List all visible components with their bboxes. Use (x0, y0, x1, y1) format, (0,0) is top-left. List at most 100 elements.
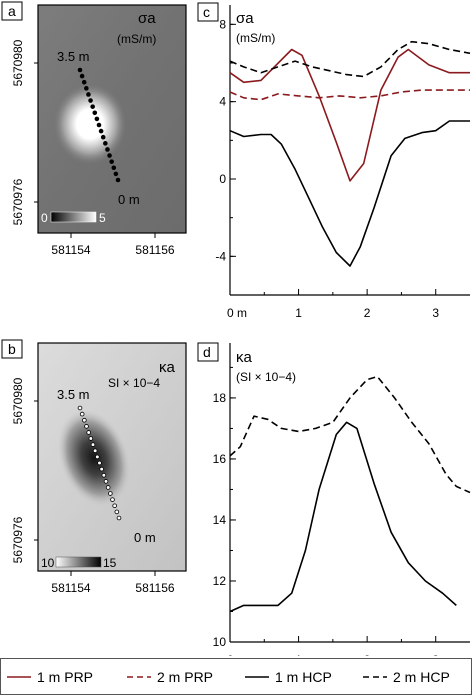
profile-dot (94, 116, 100, 122)
profile-end-label: 0 m (118, 192, 140, 207)
chart-c-series-2-m-prp (229, 89, 470, 101)
profile-dot (90, 442, 96, 447)
profile-dot (90, 104, 95, 109)
chart-d-y-tick-label: 16 (213, 452, 227, 466)
sigma-map-label: σa (138, 10, 156, 27)
profile-dot (77, 67, 83, 73)
chart-d-x-tick-label: 3 (432, 653, 439, 656)
kappa-map-frame (37, 342, 187, 572)
kappa-map-label: κa (159, 359, 176, 376)
legend-label-2m-hcp: 2 m HCP (393, 669, 450, 685)
profile-dot (110, 497, 115, 502)
profile-dot (86, 430, 91, 435)
profile-dot (95, 454, 100, 460)
chart-d-y-tick-label: 14 (213, 513, 227, 527)
chart-c-series-1-m-hcp (229, 120, 470, 267)
profile-dot (98, 128, 104, 134)
legend-label-1m-hcp: 1 m HCP (275, 669, 332, 685)
map-a-x-tick-2: 581156 (135, 243, 174, 257)
chart-c-x-tick-label: 2 (364, 306, 371, 320)
panel-letter-box-d (197, 342, 219, 362)
profile-dot (88, 98, 93, 103)
chart-d-series-2-m-hcp (229, 375, 471, 494)
profile-dot (109, 159, 114, 164)
profile-dot (116, 515, 122, 521)
chart-d-y-tick-label: 12 (213, 574, 227, 588)
kappa-colorbar (55, 556, 102, 568)
figure: 3.5 m 0 m σa (mS/m) 0 5 a 5670980 567097… (1, 1, 471, 656)
kappa-map-unit: SI × 10−4 (108, 376, 160, 390)
chart-c-y-tick-label: 4 (219, 95, 226, 109)
panel-letter-box-b (1, 339, 23, 359)
profile-dot (105, 147, 110, 152)
chart-d-x-tick-label: 2 (364, 653, 371, 656)
panel-letter-box-a (1, 1, 23, 21)
chart-c-x-tick-label: 1 (295, 306, 302, 320)
map-panel-b: 3.5 m 0 m κa SI × 10−4 10 15 b 5670980 5… (1, 339, 187, 595)
profile-dot (96, 122, 102, 128)
profile-end-label-b: 0 m (134, 530, 156, 545)
profile-dot (103, 479, 109, 484)
legend: 1 m PRP 2 m PRP 1 m HCP 2 m HCP (0, 658, 472, 695)
map-b-x-tick-2: 581156 (135, 581, 174, 595)
profile-dot (103, 141, 108, 146)
profile-dot (88, 436, 94, 441)
panel-letter-b: b (8, 341, 16, 357)
profile-dot (97, 460, 102, 466)
panel-letter-box-c (197, 2, 219, 22)
kappa-colorbar-max: 15 (103, 556, 117, 570)
map-a-y-tick-1: 5670980 (11, 39, 25, 86)
legend-label-2m-prp: 2 m PRP (157, 669, 213, 685)
profile-dot (101, 472, 107, 478)
map-b-y-tick-2: 5670976 (11, 516, 25, 563)
chart-c-x-tick-label: 0 m (227, 306, 247, 320)
sigma-colorbar (50, 211, 97, 223)
profile-dot (113, 171, 119, 177)
profile-dot (92, 110, 98, 116)
chart-c-series-1-m-prp (229, 48, 470, 182)
sigma-colorbar-min: 0 (41, 211, 48, 225)
profile-dot (82, 417, 87, 423)
profile-dot (112, 503, 117, 509)
kappa-colorbar-min: 10 (41, 556, 55, 570)
profile-dot (108, 491, 113, 496)
profile-dot (111, 165, 117, 171)
profile-dot (79, 411, 85, 417)
map-panel-a: 3.5 m 0 m σa (mS/m) 0 5 a 5670980 567097… (1, 1, 187, 257)
sigma-map-frame (37, 4, 187, 234)
kappa-anomaly (57, 409, 131, 507)
legend-label-1m-prp: 1 m PRP (37, 669, 93, 685)
panel-letter-d: d (203, 344, 211, 360)
chart-c-x-tick-label: 3 (432, 306, 439, 320)
chart-d-y-tick-label: 18 (213, 391, 227, 405)
kappa-profile-dots (77, 405, 122, 521)
sigma-profile-dots (77, 67, 121, 183)
chart-d-x-tick-label: 1 (295, 653, 302, 656)
profile-dot (84, 424, 89, 429)
chart-d-series-1-m-hcp (229, 421, 457, 613)
map-b-y-tick-1: 5670980 (11, 377, 25, 424)
profile-dot (86, 92, 91, 97)
chart-c-ylabel: (mS/m) (236, 31, 275, 45)
map-a-x-tick-1: 581154 (51, 243, 90, 257)
profile-dot (81, 79, 87, 85)
profile-dot (100, 134, 106, 140)
profile-dot (114, 509, 120, 515)
profile-dot (99, 466, 104, 472)
chart-c-y-tick-label: -4 (215, 249, 226, 263)
panel-letter-a: a (8, 3, 16, 19)
chart-d-y-tick-label: 10 (213, 635, 227, 649)
chart-c-title: σa (236, 10, 254, 27)
map-a-y-tick-2: 5670976 (11, 178, 25, 225)
profile-start-label: 3.5 m (57, 49, 90, 64)
sigma-colorbar-max: 5 (99, 211, 106, 225)
profile-start-label-b: 3.5 m (57, 387, 90, 402)
profile-dot (77, 405, 83, 411)
chart-d-x-tick-label: 0 m (227, 653, 247, 656)
chart-c-y-tick-label: 0 (219, 172, 226, 186)
profile-dot (92, 448, 98, 454)
chart-d-title: κa (236, 349, 253, 366)
profile-dot (107, 153, 112, 158)
chart-panel-c: c σa (mS/m) -4 0 4 8 0 m 1 2 3 (197, 2, 471, 320)
